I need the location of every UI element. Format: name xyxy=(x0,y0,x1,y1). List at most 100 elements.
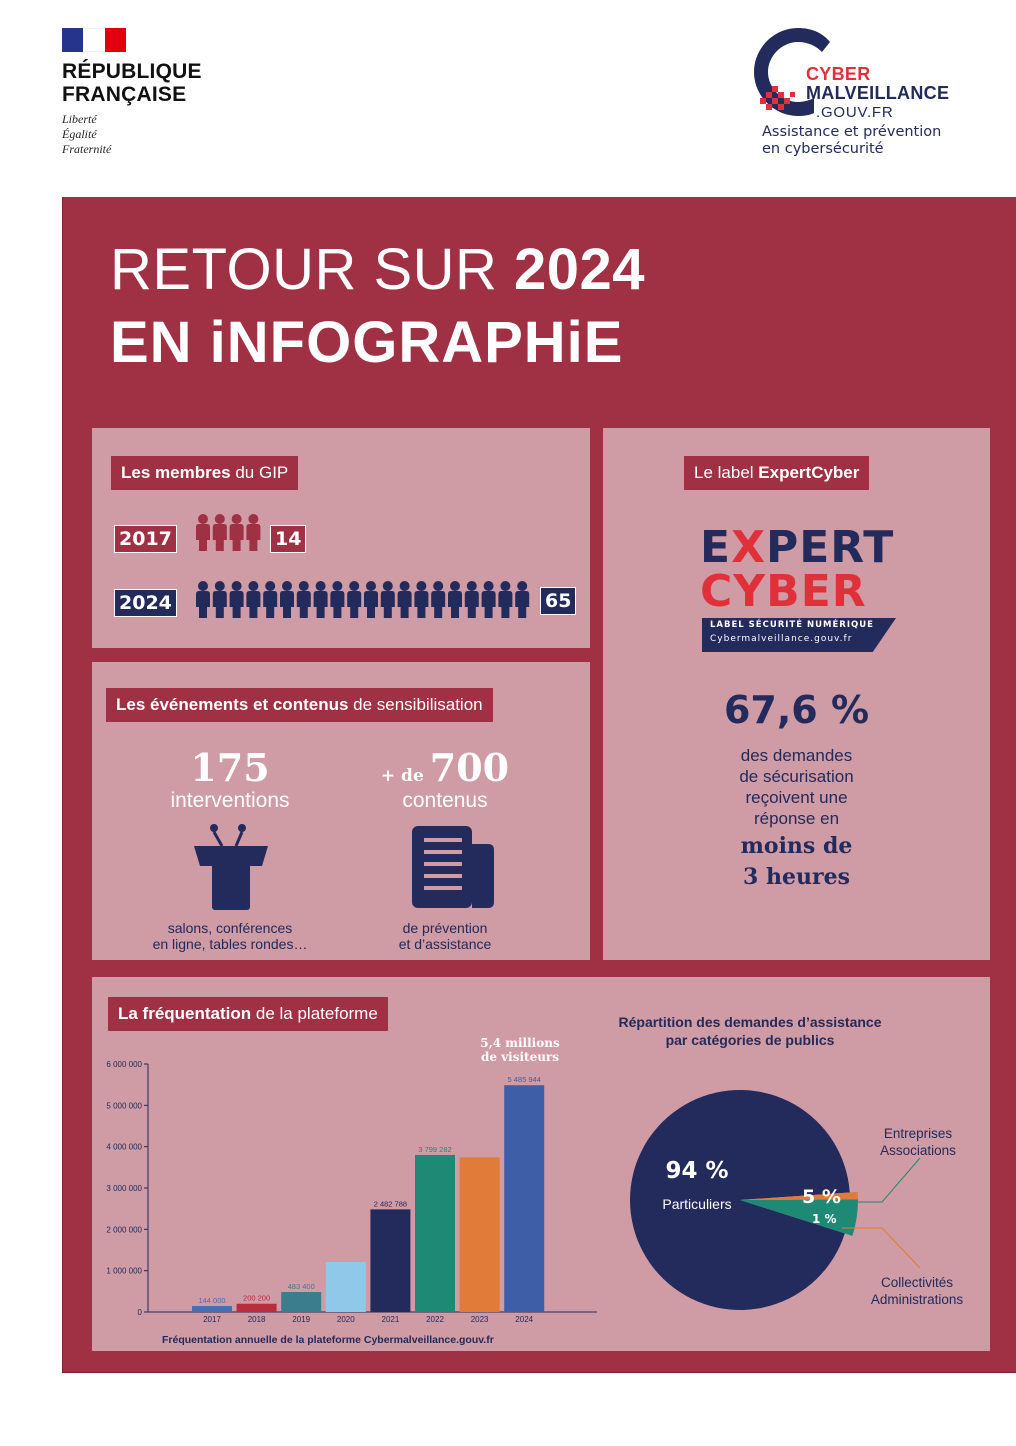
x-tick-label: 2024 xyxy=(515,1315,533,1324)
bar-value-label: 5 485 944 xyxy=(508,1075,541,1084)
bar-value-label: 144 000 xyxy=(198,1296,225,1305)
contents-description: de prévention et d’assistance xyxy=(398,920,492,952)
chart-caption: Fréquentation annuelle de la plateforme … xyxy=(162,1334,494,1346)
pie-slice-2 xyxy=(740,1191,858,1200)
y-tick-label: 1 000 000 xyxy=(106,1267,142,1276)
person-icon xyxy=(481,581,496,618)
y-tick-label: 5 000 000 xyxy=(106,1101,142,1110)
pie-collectivity-percent: 1 % xyxy=(812,1212,837,1226)
label-card xyxy=(603,428,990,960)
traffic-tag: La fréquentation de la plateforme xyxy=(108,997,388,1031)
contents-label: contenus xyxy=(402,789,488,812)
cyber-logo-text: CYBER MALVEILLANCE .GOUV.FR xyxy=(806,64,950,122)
pie-label-collectivities: Collectivités Administrations xyxy=(870,1275,964,1307)
person-icon xyxy=(229,581,244,618)
person-icon xyxy=(380,581,395,618)
person-icon xyxy=(397,581,412,618)
x-tick-label: 2018 xyxy=(248,1315,266,1324)
response-time: moins de 3 heures xyxy=(740,833,853,890)
page-title-line2: EN iNFOGRAPHiE xyxy=(110,310,624,375)
person-icon xyxy=(246,581,261,618)
response-percent: 67,6 % xyxy=(723,688,870,732)
pie-particuliers-percent: 94 % xyxy=(665,1158,729,1184)
rf-title: RÉPUBLIQUE FRANÇAISE xyxy=(62,60,202,106)
republique-francaise-logo: RÉPUBLIQUE FRANÇAISE Liberté Égalité Fra… xyxy=(62,28,202,157)
y-tick-label: 3 000 000 xyxy=(106,1184,142,1193)
bar-2019 xyxy=(281,1292,322,1312)
person-icon xyxy=(364,581,378,618)
bar-2020 xyxy=(325,1261,366,1312)
bar-2023 xyxy=(459,1157,500,1312)
person-icon xyxy=(246,514,261,551)
pie-particuliers-label: Particuliers xyxy=(662,1196,732,1212)
person-icon xyxy=(431,581,446,618)
podium-icon xyxy=(194,824,268,910)
person-icon xyxy=(498,581,513,618)
pie-slice-0 xyxy=(630,1090,850,1310)
bar-2021 xyxy=(370,1209,411,1312)
bar-value-label: 200 200 xyxy=(243,1294,270,1303)
y-tick-label: 6 000 000 xyxy=(106,1060,142,1069)
cybermalveillance-logo: CYBER MALVEILLANCE .GOUV.FR Assistance e… xyxy=(752,26,992,166)
person-icon xyxy=(330,581,345,618)
cyber-c-icon xyxy=(754,28,830,116)
bar-2024 xyxy=(504,1085,545,1312)
rf-motto: Liberté Égalité Fraternité xyxy=(62,112,112,156)
x-tick-label: 2019 xyxy=(292,1315,310,1324)
interventions-count: 175 xyxy=(190,745,270,790)
pie-business-percent: 5 % xyxy=(802,1186,841,1208)
people-icons-2024 xyxy=(196,581,530,618)
x-tick-label: 2021 xyxy=(382,1315,400,1324)
y-tick-label: 4 000 000 xyxy=(106,1143,142,1152)
contents-count: + de 700 xyxy=(380,745,510,790)
pie-slice-1 xyxy=(740,1199,858,1236)
expertcyber-logo: EXPERT CYBER LABEL SÉCURITÉ NUMÉRIQUE Cy… xyxy=(700,526,900,656)
pie-leader-line xyxy=(842,1227,921,1269)
pie-leader-line xyxy=(848,1157,921,1203)
members-count-2017: 14 xyxy=(270,525,307,553)
person-icon xyxy=(229,514,244,551)
bar-value-label: 483 400 xyxy=(288,1282,315,1291)
response-description: des demandes de sécurisation reçoivent u… xyxy=(739,746,854,828)
marianne-flag-icon xyxy=(62,28,126,52)
person-icon xyxy=(347,581,362,618)
person-icon xyxy=(212,514,227,551)
bar-2018 xyxy=(236,1303,277,1312)
person-icon xyxy=(448,581,462,618)
x-tick-label: 2017 xyxy=(203,1315,221,1324)
x-tick-label: 2023 xyxy=(471,1315,489,1324)
person-icon xyxy=(515,581,530,618)
logo-tagline: Assistance et prévention en cybersécurit… xyxy=(762,124,942,157)
y-tick-label: 2 000 000 xyxy=(106,1225,142,1234)
bar-2022 xyxy=(415,1154,455,1312)
document-icon xyxy=(412,826,494,908)
traffic-bar-chart: 0 1 000 000 2 000 000 3 000 000 4 000 000 5 0… xyxy=(106,1060,597,1324)
bar-value-label: 3 799 282 xyxy=(418,1145,451,1154)
audience-pie-chart xyxy=(630,1090,921,1310)
members-year-2024: 2024 xyxy=(114,589,177,617)
person-icon xyxy=(196,581,210,618)
members-tag: Les membres du GIP xyxy=(111,456,299,490)
events-tag: Les événements et contenus de sensibilis… xyxy=(106,688,493,722)
person-icon xyxy=(464,581,479,618)
y-tick-label: 0 xyxy=(138,1308,143,1317)
visitors-note: 5,4 millions de visiteurs xyxy=(480,1036,560,1064)
x-tick-label: 2022 xyxy=(426,1315,444,1324)
person-icon xyxy=(263,581,278,618)
person-icon xyxy=(313,581,328,618)
bar-value-label: 2 482 788 xyxy=(374,1199,407,1208)
x-tick-label: 2020 xyxy=(337,1315,355,1324)
pie-label-businesses: Entreprises Associations xyxy=(880,1126,956,1158)
members-year-2017: 2017 xyxy=(114,525,177,553)
page-title-line1: RETOUR SUR 2024 xyxy=(110,237,646,302)
person-icon xyxy=(296,581,311,618)
label-tag: Le label ExpertCyber xyxy=(684,456,870,490)
person-icon xyxy=(414,581,429,618)
person-icon xyxy=(196,514,210,551)
bar-2017 xyxy=(192,1306,232,1312)
interventions-label: interventions xyxy=(170,789,290,812)
interventions-description: salons, conférences en ligne, tables ron… xyxy=(152,920,308,952)
people-icons-2017 xyxy=(196,514,261,551)
person-icon xyxy=(212,581,227,618)
members-count-2024: 65 xyxy=(540,587,577,615)
